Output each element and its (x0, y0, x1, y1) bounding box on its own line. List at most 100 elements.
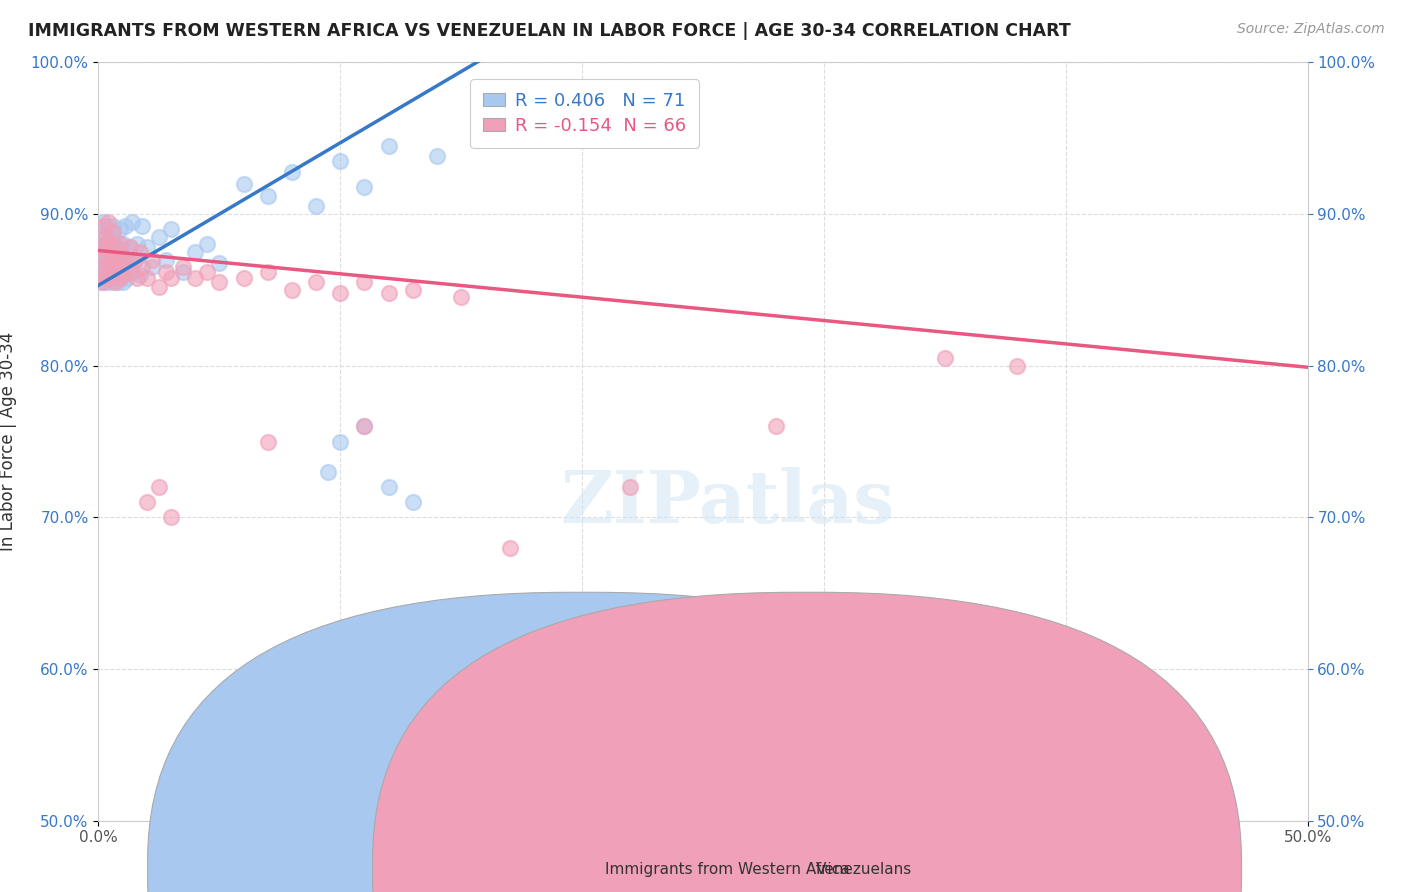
Point (94, 219, 117, 234)
Point (90, 268, 112, 282)
Point (160, 270, 183, 285)
Point (101, 252, 124, 267)
Point (450, 291, 472, 305)
Point (117, 270, 139, 285)
Point (114, 265, 136, 279)
Point (94, 270, 117, 285)
Point (108, 265, 131, 279)
Point (94, 252, 117, 267)
Point (111, 252, 134, 267)
Point (124, 252, 146, 267)
Point (765, 419, 787, 434)
Point (141, 260, 163, 274)
Point (121, 214, 143, 228)
Point (1007, 359, 1029, 373)
Point (377, 138, 399, 153)
Point (232, 177, 254, 191)
Point (155, 265, 177, 279)
Point (353, 419, 375, 434)
Point (117, 252, 139, 267)
Point (114, 219, 136, 234)
Point (329, 434, 352, 449)
Point (108, 270, 131, 285)
Point (97, 260, 120, 274)
Point (97, 244, 120, 259)
Point (402, 283, 425, 297)
Point (97, 270, 120, 285)
Point (135, 270, 157, 285)
Point (107, 250, 129, 264)
Point (111, 237, 134, 252)
Point (114, 252, 136, 267)
Point (353, 275, 375, 289)
Point (135, 495, 157, 509)
Point (101, 265, 124, 279)
Point (94, 229, 117, 244)
Point (184, 270, 207, 285)
Point (104, 240, 127, 254)
Point (91, 260, 114, 274)
Point (131, 219, 153, 234)
Point (107, 275, 129, 289)
Point (160, 222, 183, 236)
Point (107, 240, 129, 254)
Point (90, 252, 112, 267)
Point (195, 265, 218, 279)
Point (118, 265, 141, 279)
Point (523, 116, 546, 130)
Point (135, 240, 157, 254)
Point (91, 275, 114, 289)
Point (195, 237, 218, 252)
Point (305, 275, 328, 289)
Point (498, 541, 520, 555)
Point (91, 214, 114, 228)
Point (100, 275, 122, 289)
Point (97, 214, 120, 228)
Point (94, 260, 117, 274)
Text: IMMIGRANTS FROM WESTERN AFRICA VS VENEZUELAN IN LABOR FORCE | AGE 30-34 CORRELAT: IMMIGRANTS FROM WESTERN AFRICA VS VENEZU… (28, 22, 1071, 40)
Point (232, 270, 254, 285)
Point (101, 225, 124, 239)
Point (104, 260, 127, 274)
Point (91, 250, 114, 264)
Point (91, 219, 114, 234)
Point (100, 255, 122, 269)
Point (208, 255, 231, 269)
Y-axis label: In Labor Force | Age 30-34: In Labor Force | Age 30-34 (0, 332, 17, 551)
Point (90, 275, 112, 289)
Point (353, 179, 375, 194)
Point (118, 240, 141, 254)
Point (101, 255, 124, 269)
Point (128, 268, 150, 282)
Point (107, 255, 129, 269)
Point (305, 199, 328, 213)
Point (256, 265, 278, 279)
Point (934, 351, 956, 365)
Point (94, 240, 117, 254)
Point (101, 240, 124, 254)
Point (329, 285, 352, 300)
Point (692, 632, 714, 646)
Text: Venezuelans: Venezuelans (815, 863, 911, 877)
Point (108, 237, 131, 252)
Point (148, 480, 170, 494)
Text: ZIPatlas: ZIPatlas (560, 467, 894, 538)
Point (104, 270, 127, 285)
Point (101, 265, 124, 279)
Text: Immigrants from Western Africa: Immigrants from Western Africa (605, 863, 849, 877)
Point (128, 244, 150, 259)
Point (100, 268, 122, 282)
Point (108, 222, 131, 236)
Point (281, 164, 304, 178)
Point (97, 235, 120, 249)
Point (127, 270, 149, 285)
Point (281, 283, 304, 297)
Point (131, 260, 153, 274)
Point (111, 250, 134, 264)
Point (104, 235, 127, 249)
Point (184, 244, 207, 259)
Point (256, 434, 278, 449)
Point (100, 240, 122, 254)
Point (90, 240, 112, 254)
Point (148, 229, 170, 244)
